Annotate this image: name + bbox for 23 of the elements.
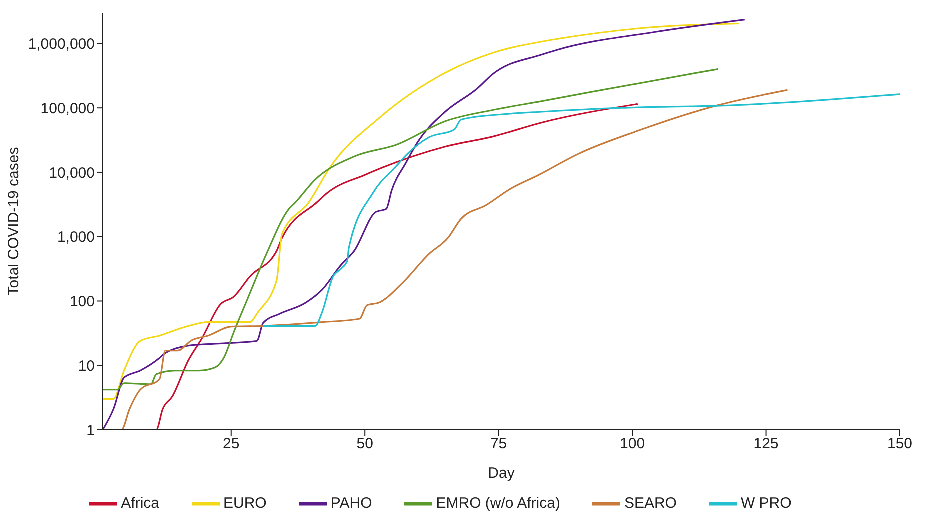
legend-label: Africa (121, 494, 160, 512)
y-tick-label: 1,000,000 (28, 36, 95, 54)
x-tick-label: 50 (356, 436, 374, 453)
legend-label: EURO (224, 494, 267, 512)
y-tick-label: 100,000 (40, 100, 95, 118)
legend-label: SEARO (624, 494, 677, 512)
y-tick-label: 10,000 (49, 164, 95, 182)
legend-label: PAHO (330, 494, 372, 512)
y-tick-label: 1,000 (57, 229, 95, 246)
x-tick-label: 75 (490, 436, 508, 453)
x-tick-label: 125 (754, 436, 779, 453)
y-tick-label: 1 (86, 422, 95, 440)
y-tick-label: 100 (70, 294, 95, 311)
line-series (103, 68, 719, 391)
x-tick-label: 25 (223, 436, 240, 453)
x-axis-title: Day (488, 465, 516, 482)
line-series (103, 89, 788, 430)
x-tick-label: 150 (887, 436, 913, 453)
line-series (262, 94, 900, 327)
y-tick-label: 10 (78, 358, 95, 375)
legend-label: W PRO (740, 494, 792, 512)
x-tick-label: 100 (620, 436, 646, 453)
legend-label: EMRO (w/o Africa) (436, 494, 560, 512)
